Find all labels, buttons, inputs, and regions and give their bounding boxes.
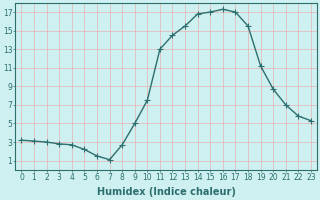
X-axis label: Humidex (Indice chaleur): Humidex (Indice chaleur) [97, 187, 236, 197]
